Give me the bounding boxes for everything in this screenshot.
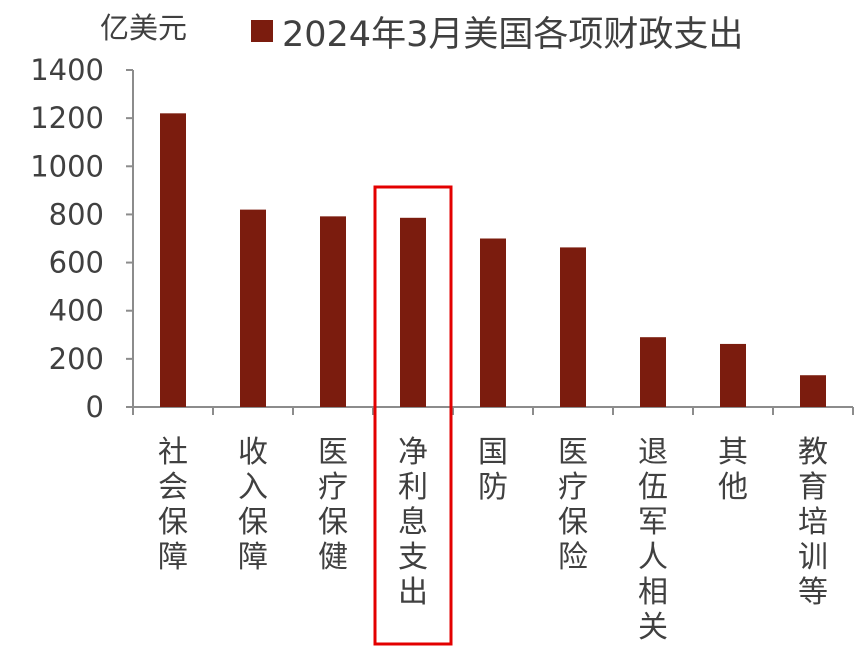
x-tick-label: 退伍军人相关 [638, 435, 668, 645]
y-tick-label: 200 [49, 342, 104, 376]
bar [160, 113, 186, 407]
y-axis-unit-label: 亿美元 [100, 11, 187, 45]
y-axis-tick-labels: 0 200 400 600 800 1000 1200 1400 [30, 53, 104, 424]
y-tick-label: 600 [49, 246, 104, 280]
legend-swatch [251, 20, 273, 42]
bars [160, 113, 826, 407]
x-tick-label: 国防 [478, 435, 508, 505]
x-tick-label: 医疗保健 [318, 435, 348, 575]
x-tick-label: 其他 [718, 435, 748, 505]
y-tick-label: 0 [86, 390, 104, 424]
bar [320, 216, 346, 407]
bar [240, 209, 266, 407]
x-tick-label: 教育培训等 [798, 435, 828, 610]
x-axis-tick-labels: 社会保障 收入保障 医疗保健 净利息支出 国防 医疗保险 退伍军人相关 其他 教育培训等 [158, 435, 828, 645]
y-tick-label: 1400 [30, 53, 104, 87]
bar [800, 375, 826, 407]
x-tick-label: 净利息支出 [398, 435, 428, 610]
bar [480, 238, 506, 407]
y-tick-label: 1200 [30, 101, 104, 135]
bar [560, 247, 586, 407]
y-tick-label: 400 [49, 294, 104, 328]
x-tick-label: 收入保障 [238, 435, 268, 575]
legend-label: 2024年3月美国各项财政支出 [282, 15, 743, 55]
highlight-rectangle [373, 185, 453, 646]
legend: 2024年3月美国各项财政支出 [251, 15, 743, 55]
y-tick-label: 1000 [30, 149, 104, 183]
bar [400, 217, 426, 407]
bar [720, 343, 746, 407]
x-tick-label: 社会保障 [158, 435, 188, 575]
bar [640, 337, 666, 407]
highlight-box [373, 185, 453, 646]
y-tick-label: 800 [49, 197, 104, 231]
x-tick-label: 医疗保险 [558, 435, 588, 575]
